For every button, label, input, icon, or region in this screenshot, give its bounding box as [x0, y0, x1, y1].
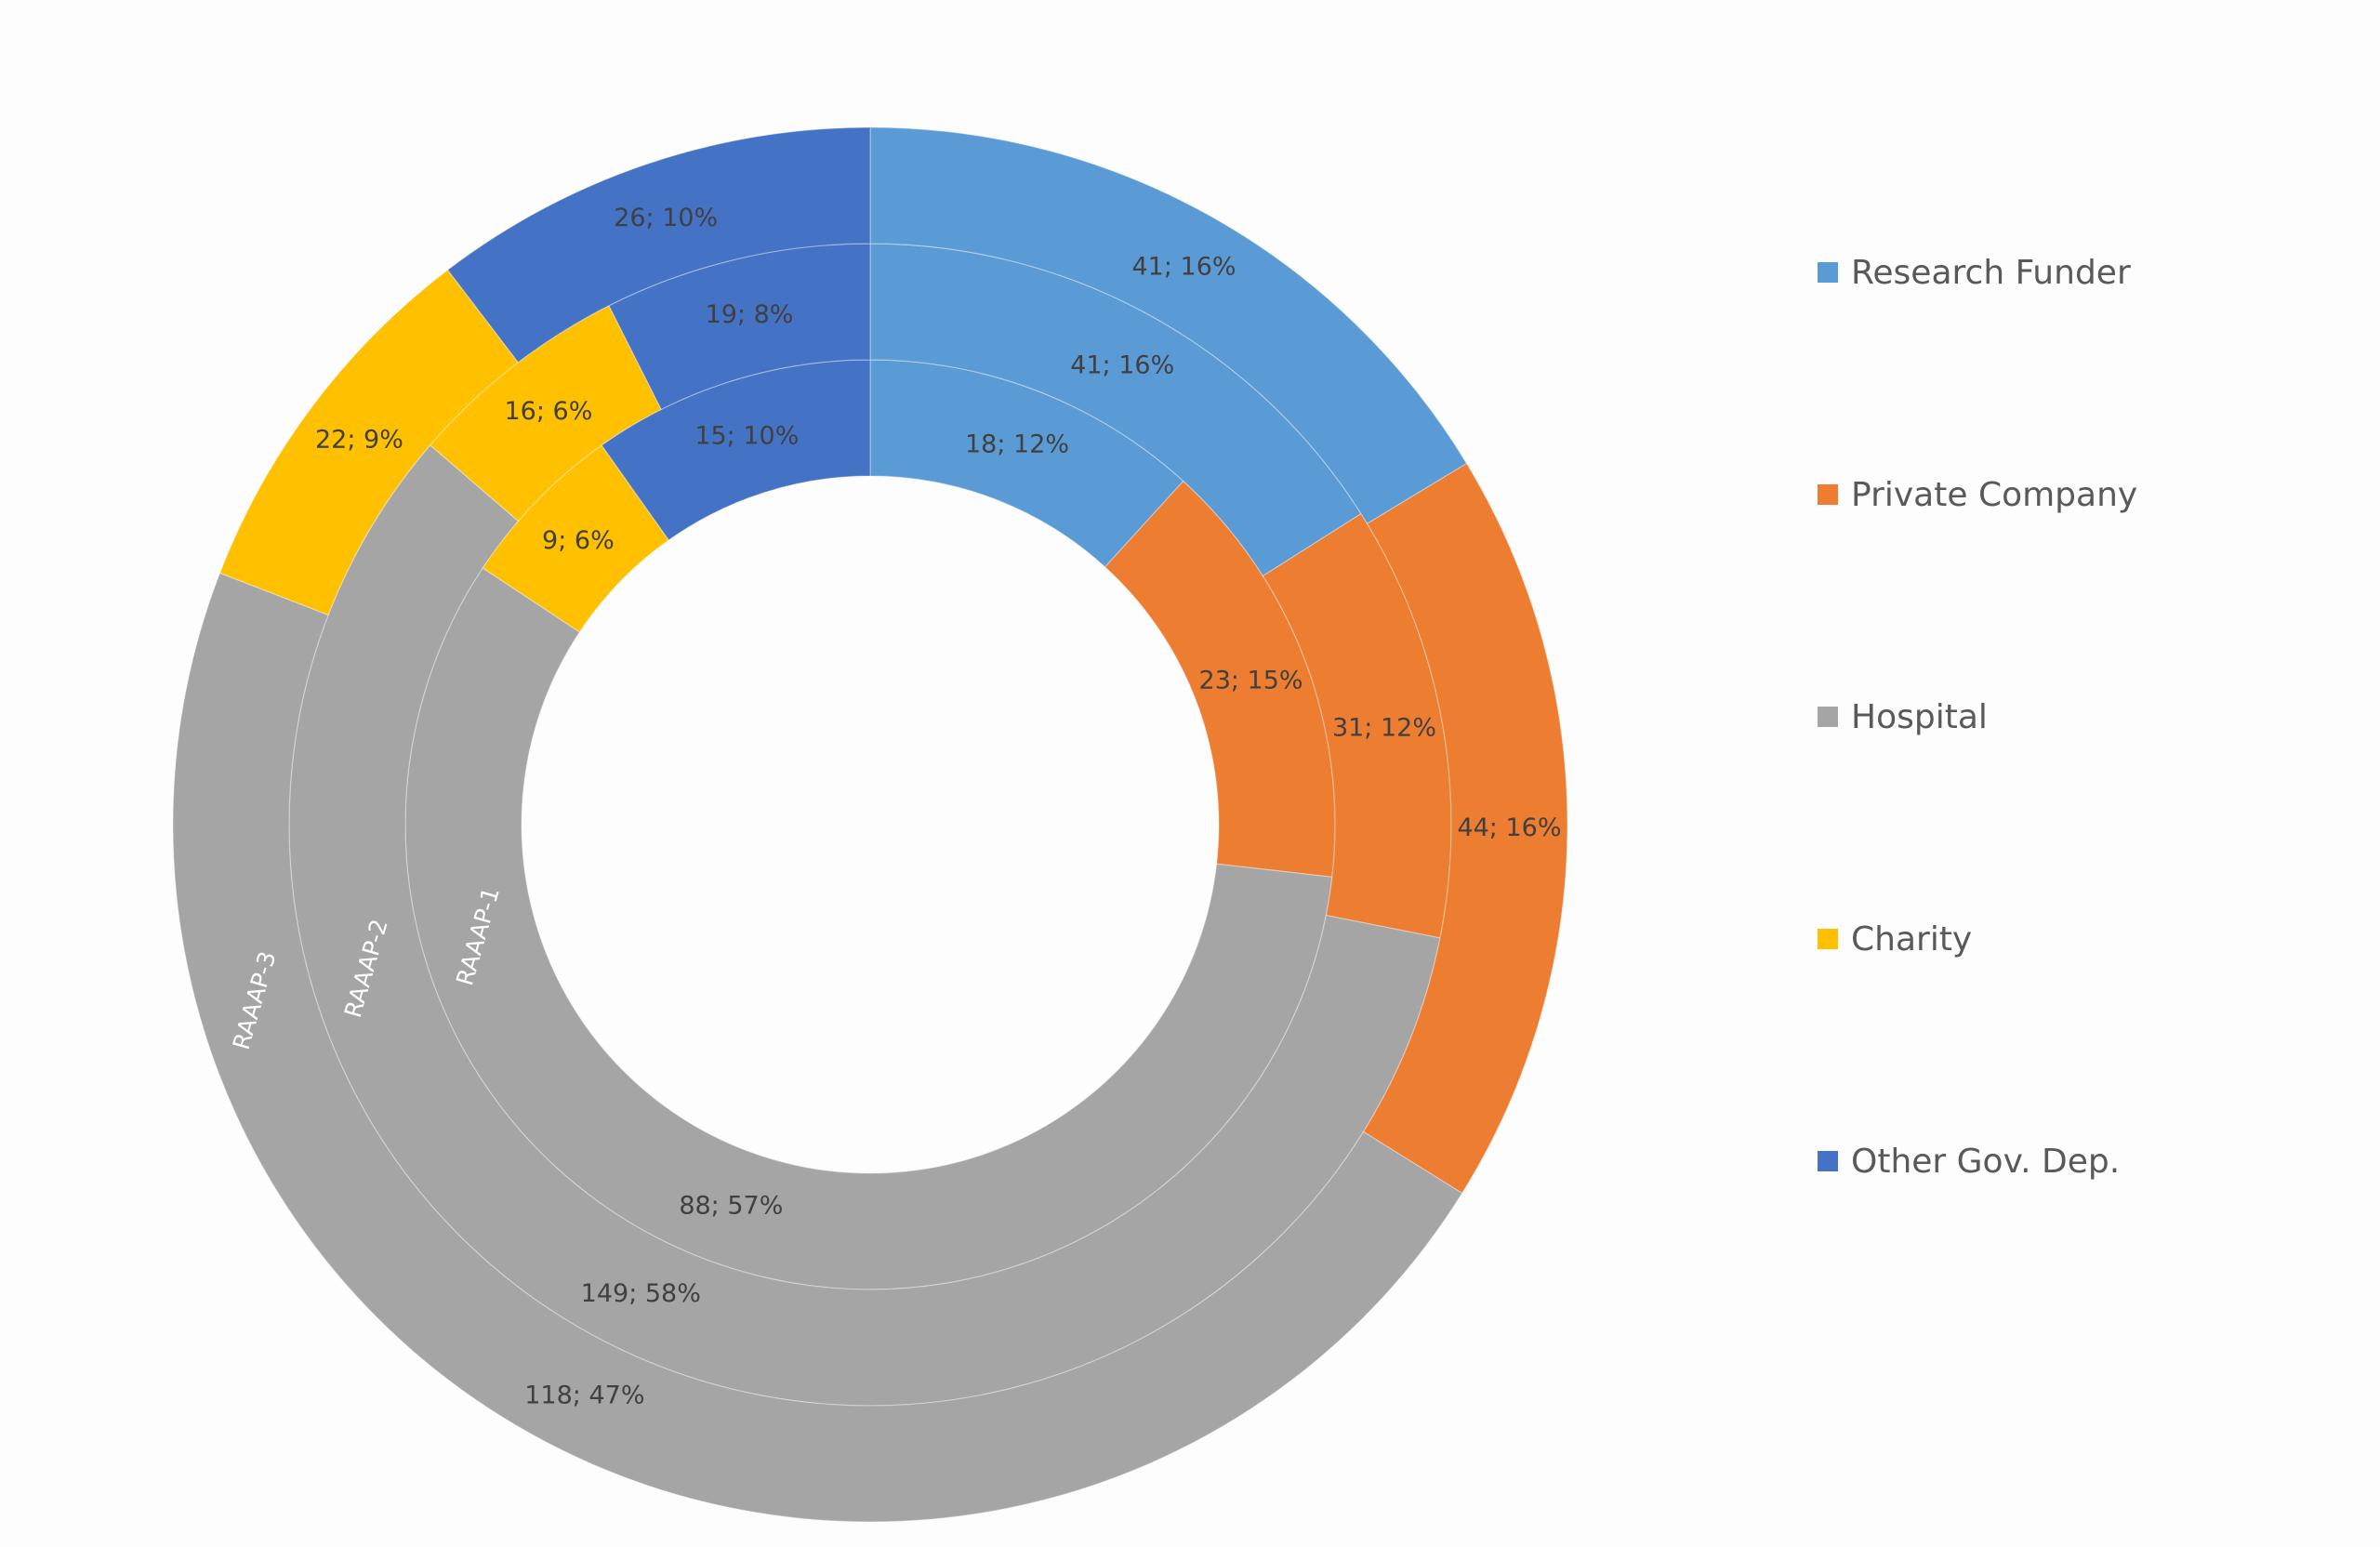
slice-raaap-1-charity: [482, 444, 670, 633]
legend-label-private-company: Private Company: [1851, 475, 2138, 514]
legend-item-research-funder: Research Funder: [1818, 249, 2131, 296]
slice-raaap-2-charity: [429, 304, 662, 522]
slice-raaap-2-hospital: [288, 443, 1441, 1407]
data-label-raaap-2-charity: 16; 6%: [504, 397, 592, 426]
legend-label-other-gov-dep: Other Gov. Dep.: [1851, 1142, 2121, 1181]
legend-item-private-company: Private Company: [1818, 471, 2137, 518]
data-label-raaap-3-research-funder: 41; 16%: [1131, 253, 1236, 282]
chart-data-labels: 18; 12% 23; 15% 88; 57% 9; 6% 15; 10% 41; 16%…: [315, 204, 1562, 1410]
data-label-raaap-3-private-company: 44; 16%: [1457, 813, 1561, 842]
slice-raaap-3-hospital: [172, 572, 1463, 1523]
slice-raaap-3-charity: [218, 269, 520, 616]
legend-swatch-charity: [1818, 929, 1838, 949]
legend-swatch-research-funder: [1818, 262, 1838, 283]
chart-slices: [172, 126, 1568, 1523]
slice-raaap-1-hospital: [404, 566, 1333, 1290]
legend-swatch-private-company: [1818, 484, 1838, 505]
slice-raaap-2-other-gov-dep: [608, 243, 871, 411]
legend-swatch-other-gov-dep: [1818, 1151, 1838, 1171]
data-label-raaap-3-hospital: 118; 47%: [524, 1382, 644, 1410]
data-label-raaap-2-other-gov-dep: 19; 8%: [706, 300, 794, 329]
slice-raaap-3-private-company: [1362, 462, 1568, 1195]
legend-item-hospital: Hospital: [1818, 694, 1988, 740]
data-label-raaap-3-other-gov-dep: 26; 10%: [614, 204, 718, 232]
legend-label-research-funder: Research Funder: [1851, 253, 2131, 292]
data-label-raaap-1-private-company: 23; 15%: [1199, 667, 1303, 695]
data-label-raaap-1-charity: 9; 6%: [542, 526, 615, 555]
data-label-raaap-1-research-funder: 18; 12%: [965, 430, 1069, 459]
slice-raaap-2-private-company: [1262, 512, 1452, 939]
slice-raaap-2-research-funder: [869, 243, 1362, 577]
slice-raaap-3-other-gov-dep: [446, 126, 871, 364]
data-label-raaap-3-charity: 22; 9%: [315, 425, 403, 454]
slice-raaap-3-research-funder: [869, 126, 1468, 525]
legend-label-charity: Charity: [1851, 919, 1973, 959]
legend-item-charity: Charity: [1818, 916, 1972, 962]
data-label-raaap-1-other-gov-dep: 15; 10%: [694, 422, 799, 451]
slice-raaap-1-private-company: [1104, 480, 1336, 879]
legend-swatch-hospital: [1818, 707, 1838, 727]
data-label-raaap-2-hospital: 149; 58%: [581, 1279, 701, 1308]
data-label-raaap-2-research-funder: 41; 16%: [1070, 351, 1174, 380]
legend-label-hospital: Hospital: [1851, 697, 1988, 736]
data-label-raaap-2-private-company: 31; 12%: [1332, 714, 1436, 743]
legend-item-other-gov-dep: Other Gov. Dep.: [1818, 1138, 2120, 1184]
data-label-raaap-1-hospital: 88; 57%: [679, 1192, 783, 1221]
